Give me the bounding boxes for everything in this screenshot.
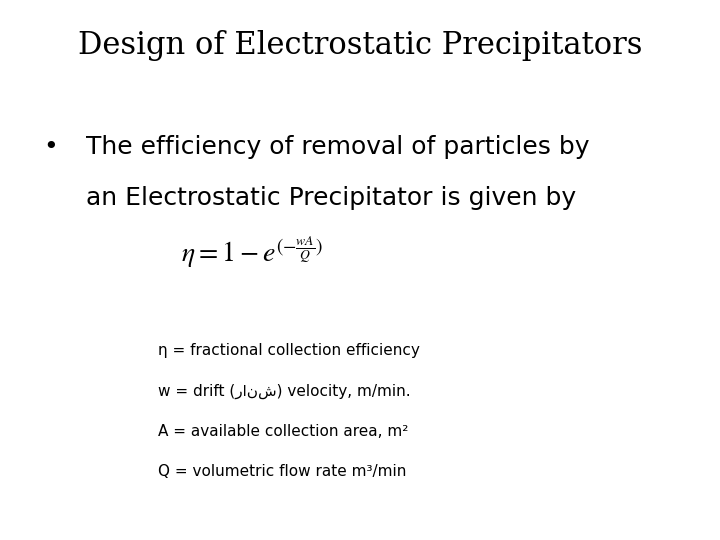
Text: Design of Electrostatic Precipitators: Design of Electrostatic Precipitators — [78, 30, 642, 60]
Text: Q = volumetric flow rate m³/min: Q = volumetric flow rate m³/min — [158, 464, 407, 480]
Text: w = drift (رانش) velocity, m/min.: w = drift (رانش) velocity, m/min. — [158, 383, 411, 399]
Text: η = fractional collection efficiency: η = fractional collection efficiency — [158, 343, 420, 358]
Text: •: • — [43, 135, 58, 159]
Text: an Electrostatic Precipitator is given by: an Electrostatic Precipitator is given b… — [86, 186, 577, 210]
Text: A = available collection area, m²: A = available collection area, m² — [158, 424, 409, 439]
Text: $\eta = 1 - e^{(-\frac{wA}{Q})}$: $\eta = 1 - e^{(-\frac{wA}{Q})}$ — [181, 235, 323, 271]
Text: The efficiency of removal of particles by: The efficiency of removal of particles b… — [86, 135, 590, 159]
